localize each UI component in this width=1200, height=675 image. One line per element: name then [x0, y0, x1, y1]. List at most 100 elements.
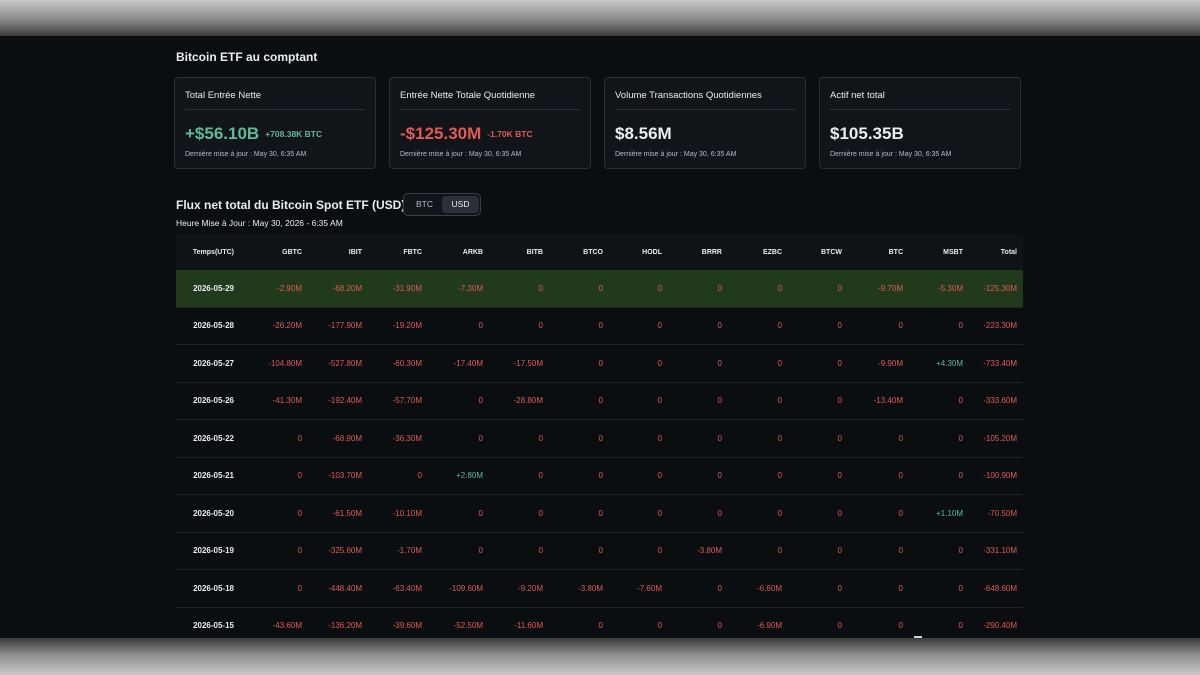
row-value: -70.50M — [987, 508, 1017, 518]
row-value: -733.40M — [983, 358, 1017, 368]
row-date: 2026-05-28 — [193, 321, 234, 331]
row-value: +4.30M — [936, 358, 963, 368]
row-value: -28.80M — [513, 396, 543, 406]
row-value: 0 — [478, 546, 483, 556]
row-value: -177.90M — [328, 321, 362, 331]
row-value: -136.20M — [328, 621, 362, 631]
card-divider — [185, 109, 365, 110]
row-value: -3.80M — [697, 546, 722, 556]
summary-card: Total Entrée Nette +$56.10B +708.38K BTC De… — [174, 77, 376, 169]
row-value: 0 — [837, 433, 842, 443]
row-value: 0 — [657, 358, 662, 368]
row-value: -63.40M — [392, 583, 422, 593]
row-value: -105.20M — [983, 433, 1017, 443]
row-value: 0 — [657, 546, 662, 556]
row-value: -325.60M — [328, 546, 362, 556]
table-row: 2026-05-19 0 -325.60M -1.70M 0 0 0 0 -3.80M 0 0 0 0 -… — [176, 533, 1023, 570]
card-title: Total Entrée Nette — [185, 90, 262, 101]
row-value: 0 — [958, 583, 963, 593]
toggle-usd-button[interactable]: USD — [442, 196, 479, 213]
row-value: 0 — [837, 358, 842, 368]
row-value: 0 — [717, 396, 722, 406]
row-value: -31.90M — [392, 283, 422, 293]
row-value: 0 — [777, 396, 782, 406]
row-value: -333.60M — [983, 396, 1017, 406]
flux-title: Flux net total du Bitcoin Spot ETF (USD) — [176, 198, 406, 212]
row-value: 0 — [598, 321, 603, 331]
row-value: +1.10M — [936, 508, 963, 518]
row-value: 0 — [538, 321, 543, 331]
row-value: 0 — [837, 621, 842, 631]
row-value: 0 — [958, 396, 963, 406]
row-value: 0 — [598, 283, 603, 293]
header-bitb: BITB — [526, 248, 543, 256]
row-value: -57.70M — [392, 396, 422, 406]
card-sub-value: -1.70K BTC — [487, 129, 533, 139]
row-value: 0 — [538, 433, 543, 443]
row-value: -36.30M — [392, 433, 422, 443]
row-value: 0 — [777, 546, 782, 556]
row-date: 2026-05-29 — [193, 283, 234, 293]
table-row: 2026-05-26 -41.30M -192.40M -57.70M 0 -28.80M… — [176, 383, 1023, 420]
row-value: -10.10M — [392, 508, 422, 518]
card-divider — [830, 109, 1010, 110]
row-value: 0 — [717, 508, 722, 518]
row-date: 2026-05-20 — [193, 508, 234, 518]
row-value: -448.40M — [328, 583, 362, 593]
row-value: 0 — [478, 321, 483, 331]
row-value: -68.90M — [332, 433, 362, 443]
row-value: 0 — [898, 508, 903, 518]
row-value: -60.30M — [392, 358, 422, 368]
card-updated: Dernière mise à jour : May 30, 6:35 AM — [615, 151, 737, 158]
row-value: 0 — [297, 433, 302, 443]
card-updated: Dernière mise à jour : May 30, 6:35 AM — [830, 151, 952, 158]
row-value: 0 — [958, 321, 963, 331]
row-value: 0 — [898, 621, 903, 631]
row-value: 0 — [297, 546, 302, 556]
row-value: 0 — [837, 283, 842, 293]
card-divider — [400, 109, 580, 110]
row-value: -6.90M — [757, 621, 782, 631]
scroll-indicator[interactable] — [914, 636, 922, 638]
row-value: -9.20M — [518, 583, 543, 593]
row-value: -104.80M — [268, 358, 302, 368]
row-value: 0 — [898, 583, 903, 593]
row-value: -331.10M — [983, 546, 1017, 556]
row-value: 0 — [717, 358, 722, 368]
row-value: -19.20M — [392, 321, 422, 331]
row-value: 0 — [898, 546, 903, 556]
table-header: Temps(UTC) GBTC IBIT FBTC ARKB BITB BTCO HODL BR… — [176, 234, 1023, 270]
row-value: 0 — [657, 471, 662, 481]
row-value: 0 — [777, 471, 782, 481]
header-btco: BTCO — [583, 248, 603, 256]
row-value: -6.60M — [757, 583, 782, 593]
table-row: 2026-05-29 -2.90M -68.20M -31.90M -7.30M 0 0 0 0… — [176, 270, 1023, 308]
summary-card: Volume Transactions Quotidiennes $8.56M De… — [604, 77, 806, 169]
row-value: +2.80M — [456, 471, 483, 481]
row-date: 2026-05-27 — [193, 358, 234, 368]
header-ezbc: EZBC — [762, 248, 782, 256]
row-value: 0 — [898, 321, 903, 331]
card-main-value: +$56.10B — [185, 124, 260, 143]
card-title: Entrée Nette Totale Quotidienne — [400, 90, 536, 101]
toggle-btc-button[interactable]: BTC — [416, 199, 433, 209]
row-value: -17.50M — [513, 358, 543, 368]
row-value: -103.70M — [328, 471, 362, 481]
row-value: 0 — [538, 283, 543, 293]
row-value: -223.30M — [983, 321, 1017, 331]
row-value: 0 — [717, 471, 722, 481]
currency-toggle: BTC USD — [403, 193, 481, 216]
row-value: -9.90M — [878, 358, 903, 368]
row-value: -43.60M — [272, 621, 302, 631]
row-value: 0 — [837, 471, 842, 481]
blurred-bottom-edge — [0, 638, 1200, 675]
table-row: 2026-05-22 0 -68.90M -36.30M 0 0 0 0 0 0 0 0 0 -105.2… — [176, 420, 1023, 458]
row-value: -11.60M — [514, 621, 543, 631]
row-value: 0 — [777, 508, 782, 518]
row-value: -100.90M — [983, 471, 1017, 481]
row-value: -13.40M — [873, 396, 903, 406]
header-arkb: ARKB — [462, 248, 483, 256]
row-value: 0 — [297, 508, 302, 518]
row-value: 0 — [958, 621, 963, 631]
row-value: 0 — [598, 471, 603, 481]
